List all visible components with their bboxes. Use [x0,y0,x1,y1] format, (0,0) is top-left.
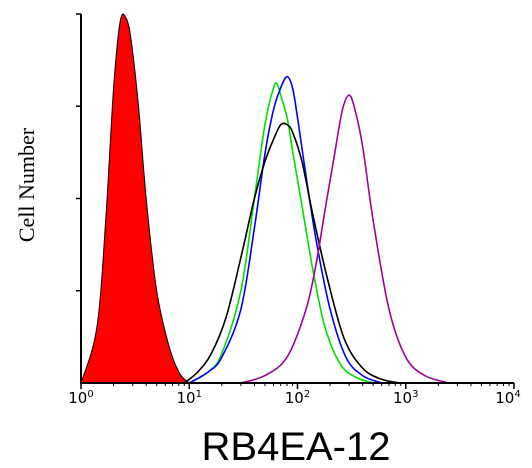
series-layer [80,13,450,384]
x-tick-label-exponent: 1 [196,389,202,400]
x-tick-label-2: 102 [285,389,310,407]
x-tick-label-exponent: 3 [412,389,418,400]
x-tick-label-base: 10 [177,389,196,407]
x-tick-label-3: 103 [393,389,418,407]
x-tick-label-base: 10 [393,389,412,407]
x-axis-label: RB4EA-12 [202,425,391,468]
series-0-curve [80,13,192,384]
x-tick-label-base: 10 [495,389,514,407]
x-tick-label-base: 10 [68,389,87,407]
x-tick-label-4: 104 [495,389,520,407]
x-tick-label-exponent: 2 [304,389,310,400]
x-tick-label-0: 100 [68,389,93,407]
x-tick-label-exponent: 0 [87,389,93,400]
y-axis-ticks [76,13,81,292]
x-tick-label-base: 10 [285,389,304,407]
series-4-curve [240,94,450,384]
series-2-curve [188,75,382,384]
y-axis-label: Cell Number [14,127,39,242]
x-tick-label-exponent: 4 [514,389,520,400]
series-3-curve [183,122,401,384]
x-axis-ticks: 100 101 102 103 104 [68,383,521,407]
series-1-curve [188,82,374,384]
x-tick-label-1: 101 [177,389,202,407]
